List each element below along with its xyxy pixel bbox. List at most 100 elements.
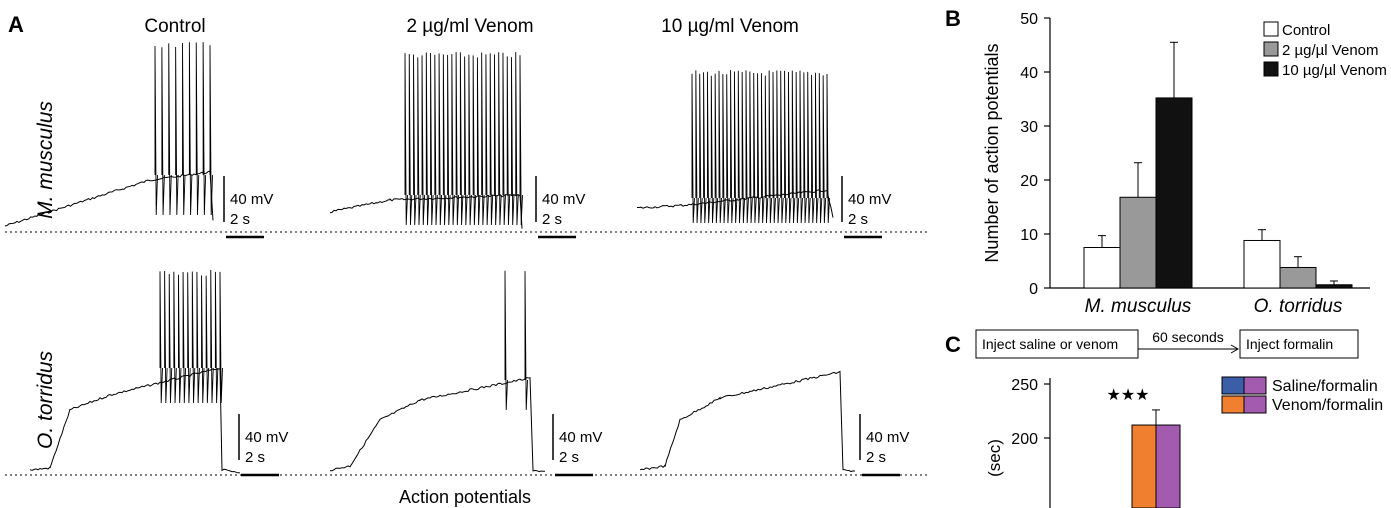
bar bbox=[1315, 284, 1353, 289]
legend-label: Saline/formalin bbox=[1272, 378, 1378, 395]
spike bbox=[210, 270, 214, 404]
spike bbox=[164, 271, 168, 404]
bar bbox=[1279, 266, 1317, 289]
spike bbox=[749, 71, 753, 224]
spike bbox=[178, 274, 182, 404]
spike bbox=[730, 70, 734, 224]
trace-baseline bbox=[639, 370, 856, 473]
spike bbox=[768, 70, 773, 224]
spike bbox=[710, 75, 715, 224]
spike bbox=[182, 272, 187, 404]
spike bbox=[438, 53, 443, 226]
spike bbox=[459, 52, 464, 226]
significance-marker: ★★★ bbox=[1106, 387, 1149, 404]
spike bbox=[191, 271, 196, 404]
spike bbox=[706, 71, 711, 224]
spike bbox=[205, 275, 210, 404]
spike bbox=[784, 70, 788, 224]
spike bbox=[714, 73, 719, 224]
column-title-10ug: 10 µg/ml Venom bbox=[661, 16, 799, 37]
spike bbox=[807, 71, 811, 224]
panel-c-letter: C bbox=[945, 332, 961, 357]
spike bbox=[434, 54, 438, 226]
scale-label-time: 2 s bbox=[542, 211, 562, 228]
spike bbox=[430, 52, 434, 226]
scale-label-time: 2 s bbox=[848, 211, 868, 228]
spike bbox=[799, 70, 803, 224]
spike bbox=[413, 54, 417, 226]
legend-label: 10 µg/µl Venom bbox=[1282, 62, 1387, 79]
spike bbox=[803, 72, 807, 224]
spike bbox=[811, 74, 815, 224]
spike bbox=[776, 70, 780, 224]
spike bbox=[188, 42, 193, 216]
spike bbox=[826, 74, 830, 224]
spike bbox=[196, 271, 200, 404]
bar bbox=[1083, 247, 1121, 289]
spike bbox=[764, 75, 769, 224]
flow-step1-box bbox=[975, 329, 1139, 359]
y-tick-label: 40 bbox=[1020, 65, 1038, 82]
spike bbox=[173, 271, 177, 404]
panel-b-letter: B bbox=[945, 6, 961, 31]
legend-swatch-right bbox=[1243, 376, 1267, 395]
spike bbox=[159, 271, 163, 404]
spike bbox=[219, 271, 223, 404]
legend-label: Venom/formalin bbox=[1272, 397, 1383, 414]
trace-baseline bbox=[637, 189, 834, 218]
bar bbox=[1243, 239, 1281, 289]
spike bbox=[187, 272, 191, 404]
flow-arrow-head bbox=[1230, 344, 1240, 354]
y-tick-label: 0 bbox=[1029, 281, 1038, 298]
x-category-label: M. musculus bbox=[1085, 296, 1192, 317]
spike bbox=[493, 54, 498, 226]
spike bbox=[745, 70, 749, 224]
column-title-2ug: 2 µg/ml Venom bbox=[406, 16, 533, 37]
spike bbox=[175, 46, 179, 216]
spike bbox=[737, 70, 742, 224]
row-label-torridus: O. torridus bbox=[34, 350, 57, 449]
spike bbox=[464, 56, 468, 226]
scale-label-time: 2 s bbox=[559, 449, 579, 466]
legend-label: Control bbox=[1282, 22, 1330, 39]
y-tick-label: 30 bbox=[1020, 119, 1038, 136]
spike bbox=[468, 54, 472, 226]
spike bbox=[182, 43, 186, 216]
spike bbox=[154, 45, 158, 216]
spike bbox=[511, 57, 515, 226]
spike bbox=[691, 73, 695, 224]
spike bbox=[699, 73, 703, 224]
y-tick-label: 20 bbox=[1020, 173, 1038, 190]
spike bbox=[168, 274, 173, 404]
y-tick-label: 50 bbox=[1020, 11, 1038, 28]
spike bbox=[455, 52, 460, 226]
scale-label-time: 2 s bbox=[230, 211, 250, 228]
scale-label-voltage: 40 mV bbox=[559, 429, 602, 446]
spike bbox=[476, 57, 481, 226]
spike bbox=[404, 53, 408, 226]
spike bbox=[201, 275, 205, 404]
spike bbox=[814, 72, 819, 224]
y-axis-label: Number of action potentials bbox=[982, 43, 1002, 262]
spike bbox=[161, 47, 165, 216]
spike bbox=[502, 52, 506, 226]
scale-label-voltage: 40 mV bbox=[230, 191, 273, 208]
legend-swatch-right bbox=[1243, 395, 1267, 414]
scale-label-time: 2 s bbox=[245, 449, 265, 466]
bar bbox=[1155, 97, 1193, 289]
spike bbox=[472, 55, 477, 226]
spike bbox=[202, 42, 207, 216]
flow-step1-label: Inject saline or venom bbox=[982, 336, 1118, 352]
trace-layer: 40 mV 2 s 40 mV 2 s 40 mV 2 s 40 mV 2 s 40 mV 2 s… bbox=[4, 42, 909, 477]
spike bbox=[726, 74, 730, 224]
spike bbox=[506, 56, 511, 226]
spike bbox=[703, 72, 707, 224]
spike bbox=[195, 42, 200, 216]
y-axis-label: (sec) bbox=[985, 439, 1004, 477]
spike bbox=[498, 52, 502, 226]
scale-label-time: 2 s bbox=[866, 449, 886, 466]
scale-label-voltage: 40 mV bbox=[866, 429, 909, 446]
panel-c-chart: 200 250 (sec) ★★★ Saline/formalin Venom/forma… bbox=[985, 376, 1383, 508]
spike bbox=[772, 72, 776, 224]
